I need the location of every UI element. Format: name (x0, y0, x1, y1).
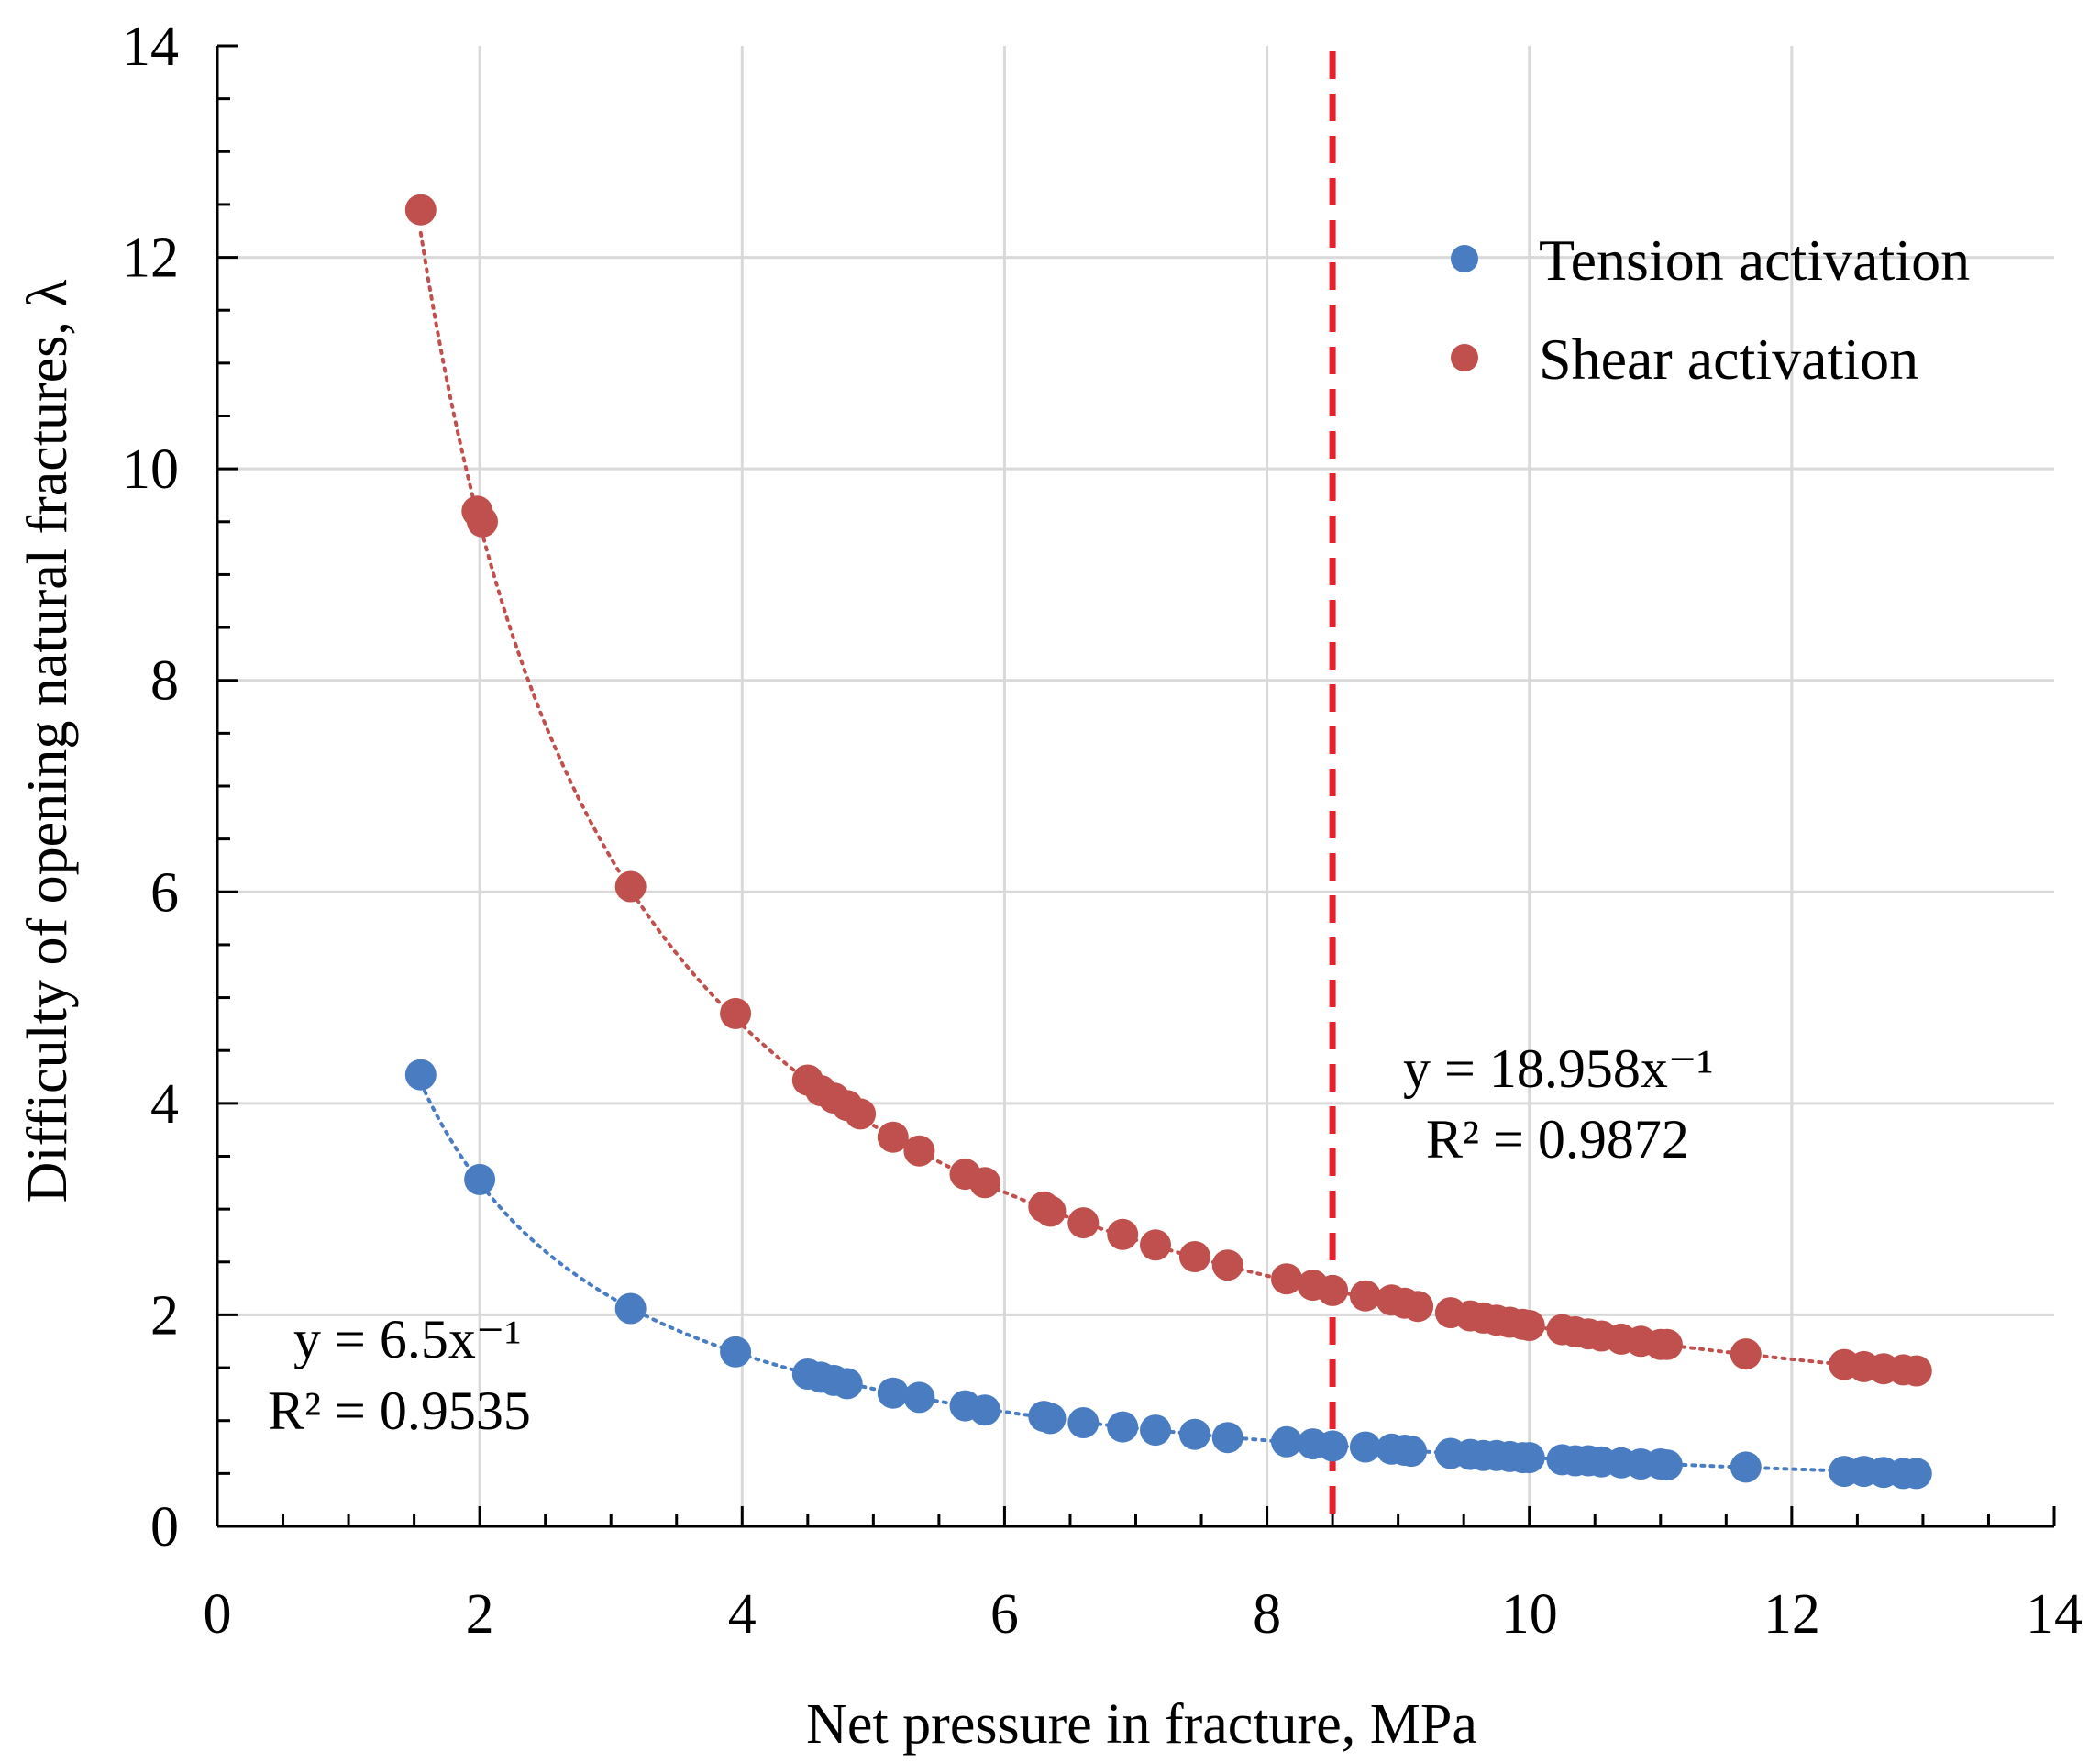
y-tick-label: 8 (150, 650, 179, 713)
shear-point (1900, 1355, 1932, 1387)
tension-point (1107, 1411, 1139, 1443)
tension-point (877, 1377, 909, 1409)
tension-point (1178, 1418, 1210, 1450)
shear-point (1513, 1310, 1545, 1341)
shear-point (1271, 1263, 1302, 1295)
x-tick-label: 12 (1763, 1583, 1820, 1646)
tension-point (1651, 1449, 1683, 1481)
x-tick-label: 6 (990, 1583, 1019, 1646)
tension-point (1140, 1414, 1171, 1447)
r-squared-tension: R² = 0.9535 (268, 1380, 531, 1441)
y-tick-label: 6 (150, 861, 179, 924)
shear-point (404, 194, 437, 226)
x-tick-label: 4 (728, 1583, 757, 1646)
x-tick-label: 14 (2026, 1583, 2083, 1646)
equation-shear: y = 18.958x⁻¹ (1403, 1038, 1714, 1099)
shear-point (877, 1121, 909, 1153)
tension-point (404, 1059, 437, 1091)
y-tick-label: 10 (122, 438, 179, 501)
tension-point (1900, 1458, 1932, 1490)
legend: Tension activation Shear activation (1451, 227, 1970, 392)
y-axis-title: Difficulty of opening natural fractures,… (17, 280, 79, 1203)
shear-point (1140, 1229, 1171, 1261)
shear-point (1067, 1207, 1100, 1239)
gridlines (217, 46, 2054, 1526)
r-squared-shear: R² = 0.9872 (1426, 1109, 1689, 1170)
tension-point (831, 1368, 863, 1400)
shear-point (1730, 1338, 1762, 1370)
tension-point (1317, 1430, 1349, 1462)
data-points (404, 194, 1932, 1490)
tension-point (720, 1336, 752, 1368)
y-tick-label: 4 (150, 1073, 179, 1136)
shear-point (969, 1167, 1000, 1199)
shear-point (467, 505, 498, 538)
tension-point (1396, 1436, 1427, 1468)
shear-point (614, 870, 647, 903)
equation-annotation-tension: y = 6.5x⁻¹ R² = 0.9535 (268, 1309, 531, 1441)
equation-tension: y = 6.5x⁻¹ (293, 1309, 522, 1369)
legend-marker-shear (1451, 344, 1478, 371)
shear-point (720, 997, 752, 1029)
tension-point (1034, 1403, 1067, 1435)
x-tick-label: 10 (1501, 1583, 1558, 1646)
legend-label-tension: Tension activation (1539, 227, 1970, 293)
tension-point (464, 1163, 496, 1195)
tension-point (969, 1394, 1000, 1426)
tension-point (1730, 1451, 1762, 1483)
tension-point (1067, 1407, 1100, 1438)
shear-point (1349, 1280, 1381, 1312)
y-tick-label: 0 (150, 1496, 179, 1558)
tension-point (903, 1381, 935, 1414)
x-tick-label: 8 (1253, 1583, 1281, 1646)
shear-point (1211, 1249, 1243, 1281)
shear-point (903, 1135, 935, 1167)
tension-point (1513, 1442, 1545, 1474)
shear-point (845, 1098, 877, 1130)
shear-point (1402, 1291, 1434, 1323)
tension-point (1211, 1422, 1243, 1454)
y-tick-label: 12 (122, 227, 179, 290)
y-tick-label: 2 (150, 1284, 179, 1347)
y-tick-label: 14 (122, 16, 179, 78)
shear-point (1034, 1195, 1067, 1227)
equation-annotation-shear: y = 18.958x⁻¹ R² = 0.9872 (1403, 1038, 1714, 1170)
legend-marker-tension (1451, 245, 1478, 272)
shear-point (1317, 1274, 1349, 1306)
axes: 0 2 4 6 8 10 12 14 0 2 4 6 8 10 12 14 (122, 16, 2083, 1646)
tension-point (614, 1292, 647, 1325)
x-tick-label: 0 (204, 1583, 232, 1646)
shear-point (1107, 1218, 1139, 1250)
shear-point (1178, 1241, 1210, 1272)
x-axis-title: Net pressure in fracture, MPa (806, 1693, 1477, 1756)
legend-label-shear: Shear activation (1539, 327, 1918, 392)
tension-point (1349, 1431, 1381, 1463)
x-tick-label: 2 (466, 1583, 494, 1646)
tension-point (1271, 1425, 1302, 1458)
shear-point (1651, 1328, 1683, 1360)
